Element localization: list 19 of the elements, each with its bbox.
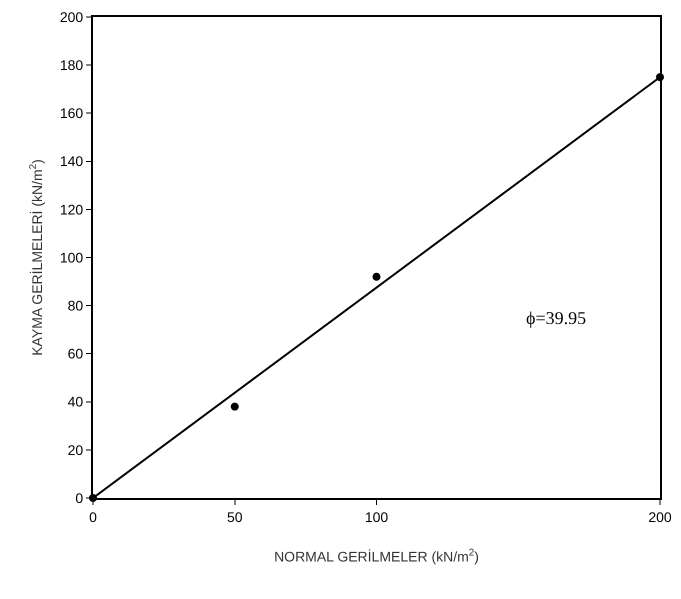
- annotation: ϕ=39.95: [526, 308, 586, 328]
- x-tick-label: 0: [89, 508, 98, 525]
- y-tick-label: 100: [60, 249, 84, 266]
- x-tick-label: 200: [648, 508, 672, 525]
- y-tick-label: 180: [60, 57, 84, 73]
- y-tick-label: 60: [68, 346, 84, 362]
- x-tick-label: 100: [364, 508, 388, 525]
- y-tick-label: 80: [68, 298, 84, 314]
- x-tick-label: 50: [226, 508, 243, 525]
- y-tick-label: 20: [68, 442, 84, 458]
- y-tick-label: 120: [60, 201, 84, 218]
- y-tick-label: 40: [68, 394, 84, 410]
- y-tick-label: 0: [75, 490, 84, 506]
- y-tick-label: 160: [60, 105, 84, 122]
- point: [230, 402, 239, 411]
- y-tick-label: 140: [60, 153, 84, 170]
- point: [372, 272, 380, 281]
- y-tick-label: 200: [60, 8, 84, 25]
- x-axis-title: NORMAL GERİLMELER (kN/m$^{2}$): [274, 548, 479, 565]
